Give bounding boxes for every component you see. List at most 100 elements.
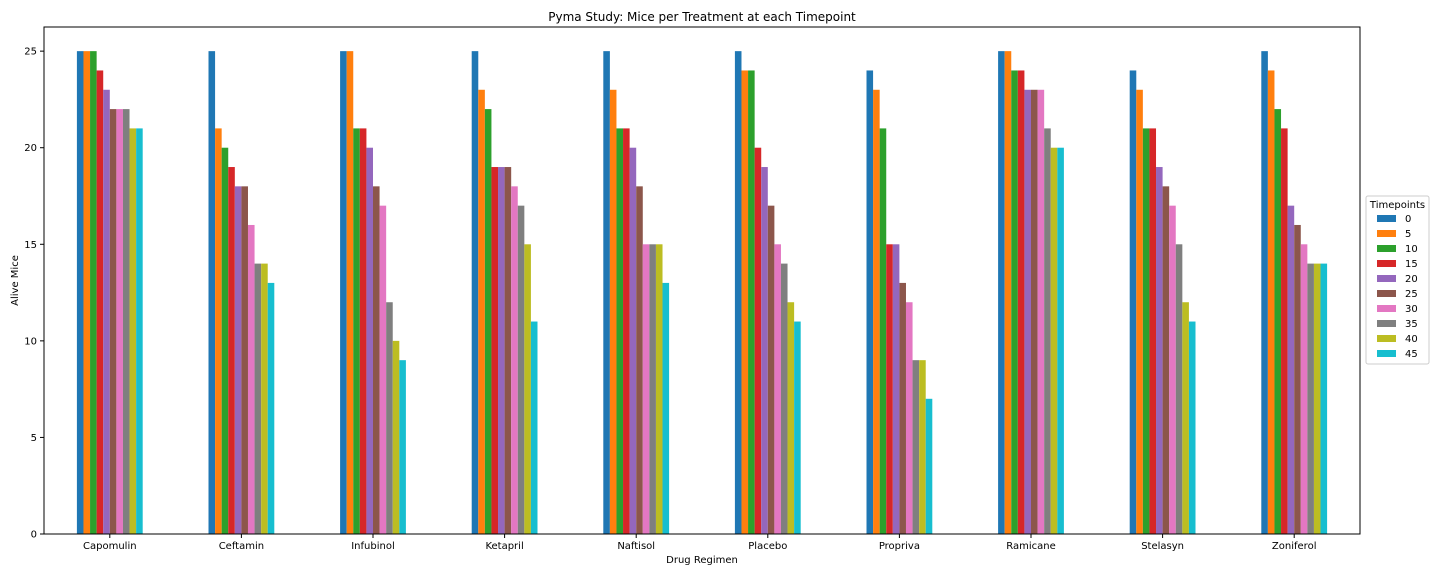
bar — [1136, 89, 1143, 535]
x-tick-label: Naftisol — [617, 541, 655, 552]
bar — [340, 51, 347, 534]
legend: Timepoints 0 5 10 15 20 25 30 35 40 45 — [1365, 195, 1430, 365]
bar — [879, 128, 887, 534]
x-tick-label: Placebo — [748, 541, 787, 552]
bar — [754, 147, 762, 534]
x-axis-label: Drug Regimen — [666, 555, 738, 566]
x-tick-label: Zoniferol — [1272, 541, 1317, 552]
bar — [1156, 167, 1163, 534]
chart-title: Pyma Study: Mice per Treatment at each T… — [548, 10, 856, 24]
bar — [787, 302, 795, 534]
bar — [1169, 205, 1176, 534]
bar — [234, 186, 242, 534]
y-tick-label: 25 — [24, 47, 37, 58]
legend-swatch — [1377, 215, 1396, 222]
y-tick-label: 5 — [31, 433, 37, 444]
legend-swatch — [1377, 230, 1396, 237]
bar — [359, 128, 367, 534]
bar — [767, 205, 775, 534]
bar — [629, 147, 637, 534]
bar — [353, 128, 360, 534]
bar — [866, 70, 874, 535]
bars-layer — [76, 51, 1328, 535]
bar — [116, 109, 123, 534]
bar — [1044, 128, 1051, 534]
y-tick-label: 20 — [24, 143, 37, 154]
bar — [1011, 70, 1018, 535]
bar — [761, 167, 768, 534]
bar — [662, 282, 670, 534]
bar — [912, 360, 920, 534]
bar — [1182, 302, 1189, 534]
legend-title: Timepoints — [1369, 200, 1425, 211]
bar — [734, 51, 742, 534]
legend-box — [1365, 195, 1430, 365]
x-tick-label: Infubinol — [351, 541, 395, 552]
bar — [1024, 89, 1031, 535]
x-tick-label: Capomulin — [83, 541, 137, 552]
legend-swatch — [1377, 305, 1396, 312]
bar — [1281, 128, 1288, 534]
bar — [1031, 89, 1038, 535]
bar — [90, 51, 97, 534]
bar — [1267, 70, 1275, 535]
legend-swatch — [1377, 335, 1396, 342]
bar — [484, 109, 492, 534]
bar — [247, 224, 255, 534]
bar — [919, 360, 926, 534]
bar — [886, 244, 893, 535]
legend-label: 40 — [1405, 334, 1418, 345]
bar — [998, 51, 1005, 534]
bar — [517, 205, 525, 534]
legend-swatch — [1377, 275, 1396, 282]
bar — [642, 244, 650, 535]
bar — [892, 244, 900, 535]
bar — [1142, 128, 1150, 534]
bar — [1307, 263, 1314, 534]
bar — [399, 360, 406, 534]
legend-label: 30 — [1405, 304, 1418, 315]
bar — [1175, 244, 1183, 535]
legend-label: 45 — [1405, 349, 1418, 360]
bar — [504, 167, 512, 534]
legend-label: 5 — [1405, 229, 1411, 240]
x-tick-label: Ramicane — [1006, 541, 1056, 552]
x-tick-label: Propriva — [879, 541, 920, 552]
bar — [1274, 109, 1282, 534]
bar — [471, 51, 479, 534]
legend-label: 10 — [1405, 244, 1418, 255]
y-tick-label: 10 — [24, 336, 37, 347]
legend-label: 15 — [1405, 259, 1418, 270]
bar — [511, 186, 518, 534]
y-axis-label: Alive Mice — [10, 255, 21, 306]
bar — [241, 186, 248, 534]
bar — [208, 51, 216, 534]
bar — [623, 128, 630, 534]
bar — [261, 263, 268, 534]
bar — [1057, 147, 1064, 534]
bar — [1004, 51, 1012, 534]
bar — [655, 244, 663, 535]
bar — [386, 302, 393, 534]
y-tick-label: 0 — [31, 530, 37, 541]
bar — [1037, 89, 1045, 535]
bar — [603, 51, 610, 534]
bar — [905, 302, 913, 534]
bar — [780, 263, 788, 534]
bar — [96, 70, 104, 535]
bar — [122, 109, 130, 534]
legend-swatch — [1377, 320, 1396, 327]
bar — [649, 244, 656, 535]
bar — [616, 128, 624, 534]
bar — [491, 167, 499, 534]
y-tick-label: 15 — [24, 240, 37, 251]
bar — [1261, 51, 1268, 534]
bar — [392, 340, 400, 534]
legend-swatch — [1377, 260, 1396, 267]
plot-frame — [43, 26, 1361, 535]
x-tick-label: Ceftamin — [219, 541, 264, 552]
bar — [899, 282, 906, 534]
bar — [373, 186, 380, 534]
bar — [109, 109, 117, 534]
